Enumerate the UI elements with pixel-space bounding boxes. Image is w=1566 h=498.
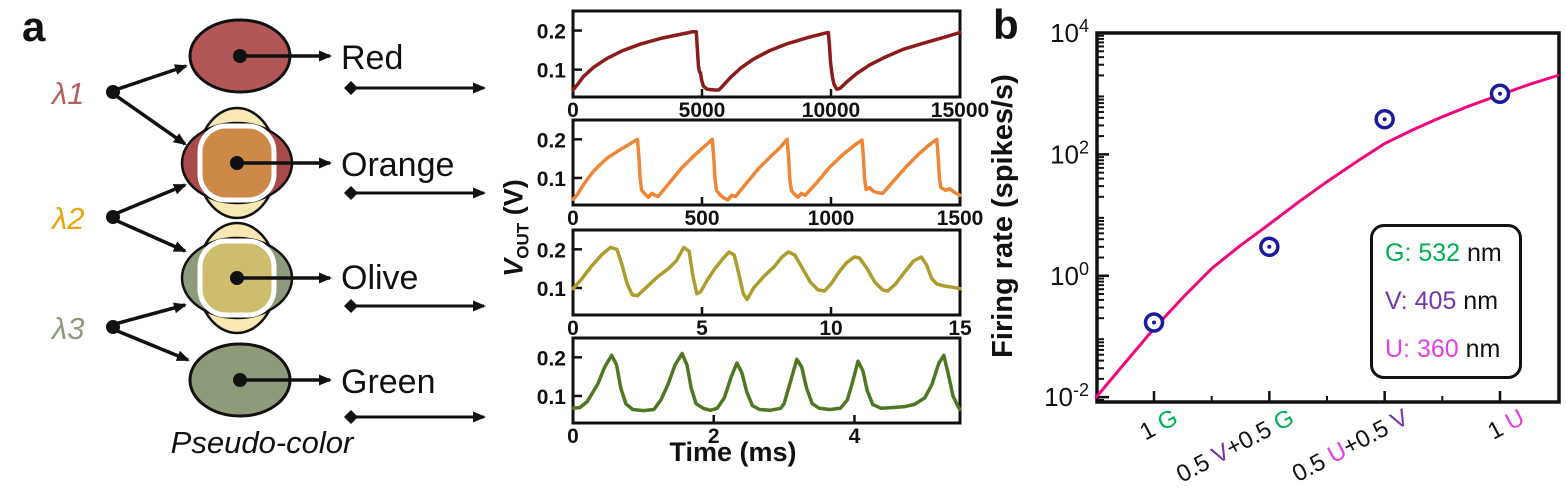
green-cell-vout-ytick-label: 0.2: [537, 347, 566, 370]
vout-subscript: OUT: [513, 222, 533, 259]
fit-curve: [1094, 74, 1560, 399]
time-axis-label: Time (ms): [669, 437, 796, 467]
lambda3-label: λ3: [50, 311, 85, 346]
olive-cell-vout-ytick-label: 0.1: [537, 278, 567, 301]
panel-a-letter: a: [22, 3, 46, 50]
legend-unit: nm: [1456, 286, 1499, 315]
legend-wavelength-value: U: 360: [1385, 335, 1459, 364]
red-trace-connector: [344, 81, 486, 95]
lambda2-label: λ2: [50, 201, 85, 236]
lambda1-label: λ1: [50, 76, 85, 111]
orange-cell-vout-frame: [571, 118, 962, 207]
data-point-dot: [1267, 244, 1272, 249]
olive-cell-vout-xtick-label: 15: [948, 317, 972, 340]
y-tick-label: 104: [1050, 16, 1089, 48]
orange-cell-vout-xtick-label: 1000: [808, 207, 855, 230]
olive-cell-vout-xtick-label: 0: [567, 317, 579, 340]
y-tick-label: 10-2: [1044, 380, 1089, 412]
color-name-green: Green: [341, 363, 436, 401]
color-name-olive: Olive: [341, 259, 418, 297]
orange-cell-vout-curve: [571, 137, 962, 202]
legend-wavelength-value: V: 405: [1385, 286, 1457, 315]
legend-unit: nm: [1460, 238, 1502, 267]
green-cell-vout-ytick-label: 0.1: [537, 386, 567, 409]
vout-v-symbol: V: [498, 258, 529, 277]
red-cell-vout-frame: [571, 9, 962, 99]
data-point-dot: [1152, 320, 1156, 325]
wavelength-legend: G: 532 nm V: 405 nm U: 360 nm: [1370, 224, 1522, 379]
legend-row: V: 405 nm: [1385, 287, 1519, 316]
green-cell-vout-frame: [571, 336, 962, 425]
olive-cell-vout-xtick-label: 10: [819, 317, 842, 340]
red-cell-vout-xtick-label: 0: [567, 99, 579, 122]
olive-cell-vout-frame: [571, 228, 962, 317]
red-cell-vout-xtick-label: 10000: [802, 99, 860, 122]
lambda2-to-orange-arrow: [114, 183, 187, 216]
legend-unit: nm: [1458, 335, 1501, 364]
red-cell-vout-ytick-label: 0.2: [537, 21, 566, 44]
red-cell-vout-xtick-label: 5000: [679, 99, 726, 122]
green-cell-vout-xtick-label: 4: [849, 425, 861, 448]
color-name-orange: Orange: [341, 146, 454, 184]
orange-connector-diamond: [344, 186, 358, 200]
panel-b-letter: b: [993, 1, 1019, 48]
red-cell-vout-xtick-label: 15000: [931, 99, 989, 122]
blob-output-arrows: [230, 49, 332, 387]
wavelength-fanout-arrows: [106, 64, 190, 362]
red-cell-vout-curve: [571, 29, 962, 92]
green-cell-vout-xtick-label: 2: [708, 425, 720, 448]
lambda1-to-orange-arrow: [113, 93, 187, 146]
lambda2-to-olive-arrow: [114, 218, 187, 253]
olive-trace-connector: [344, 299, 486, 313]
olive-connector-diamond: [344, 299, 358, 313]
lambda3-to-green-arrow: [114, 328, 190, 362]
green-trace-connector: [344, 410, 486, 424]
data-point-dot: [1382, 117, 1387, 122]
trace-connectors: [344, 81, 486, 424]
olive-cell-vout-curve: [571, 245, 962, 302]
firing-rate-axis-label: Firing rate (spikes/s): [987, 74, 1019, 358]
y-tick-label: 102: [1050, 137, 1089, 169]
olive-cell-vout-xtick-label: 5: [696, 317, 708, 340]
green-connector-diamond: [344, 410, 358, 424]
orange-cell-vout-xtick-label: 0: [567, 207, 579, 230]
green-cell-vout-xtick-label: 0: [567, 425, 579, 448]
red-connector-diamond: [344, 81, 358, 95]
pseudo-color-caption: Pseudo-color: [171, 425, 355, 460]
legend-wavelength-value: G: 532: [1385, 238, 1461, 267]
orange-trace-connector: [344, 186, 486, 200]
green-cell-vout-curve: [571, 351, 962, 413]
data-point-dot: [1497, 91, 1502, 96]
y-tick-label: 100: [1050, 259, 1089, 291]
orange-cell-vout-xtick-label: 500: [684, 207, 719, 230]
orange-cell-vout-ytick-label: 0.1: [537, 168, 567, 191]
legend-row: G: 532 nm: [1385, 239, 1519, 268]
lambda3-to-olive-arrow: [114, 302, 187, 326]
vout-unit: (V): [498, 179, 529, 223]
firing-rate-plot: 104 102 100 10-2: [1044, 16, 1561, 412]
olive-cell-vout-ytick-label: 0.2: [537, 239, 566, 262]
red-cell-vout-ytick-label: 0.1: [537, 60, 567, 83]
legend-row: U: 360 nm: [1385, 335, 1519, 364]
lambda1-to-red-arrow: [114, 64, 188, 92]
color-name-red: Red: [341, 39, 403, 77]
orange-cell-vout-ytick-label: 0.2: [537, 129, 566, 152]
vout-axis-label: VOUT (V): [498, 179, 533, 276]
orange-cell-vout-xtick-label: 1500: [937, 207, 984, 230]
